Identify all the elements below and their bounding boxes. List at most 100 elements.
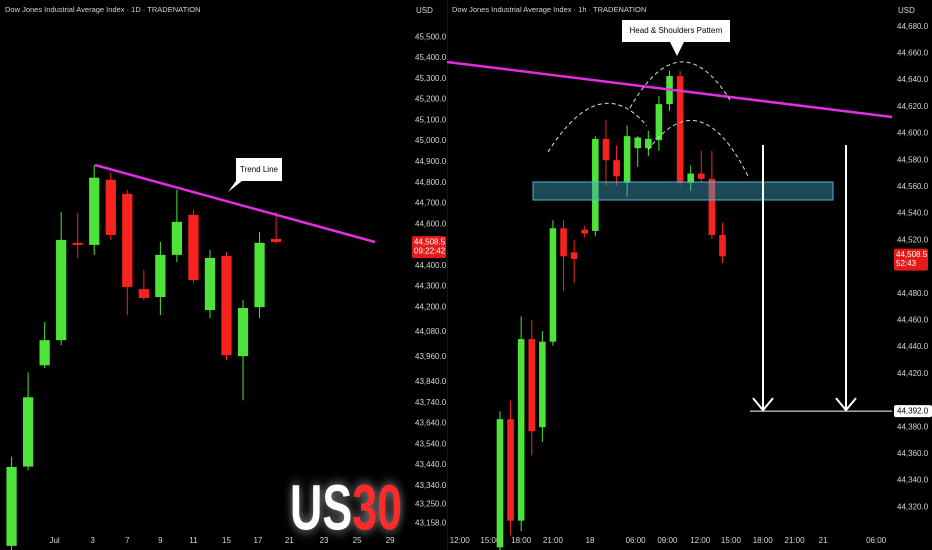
x-tick-label: 21:00: [785, 536, 806, 545]
candle-body: [188, 214, 199, 280]
x-tick-label: 18:00: [753, 536, 774, 545]
y-tick-label: 44,200.0: [415, 302, 447, 311]
price-box: [894, 248, 928, 271]
watermark-us: US: [290, 471, 352, 543]
candle-body: [496, 419, 504, 548]
chart-title: Dow Jones Industrial Average Index · 1h …: [452, 5, 646, 14]
y-tick-label: 44,700.0: [415, 199, 447, 208]
y-tick-label: 45,300.0: [415, 74, 447, 83]
candle-body: [254, 242, 265, 308]
candle-body: [560, 228, 567, 257]
x-tick-label: 21: [819, 536, 828, 545]
candle-body: [634, 137, 641, 149]
countdown: 09:22:42: [414, 246, 446, 255]
x-tick-label: 23: [320, 536, 329, 545]
resistance-zone: [532, 181, 834, 201]
watermark-30: 30: [352, 471, 402, 543]
x-tick-label: 29: [386, 536, 395, 545]
y-tick-label: 45,000.0: [415, 136, 447, 145]
y-tick-label: 44,420.0: [897, 369, 929, 378]
y-tick-label: 45,200.0: [415, 95, 447, 104]
x-tick-label: 06:00: [626, 536, 647, 545]
candle-body: [204, 257, 216, 311]
x-tick-label: 12:00: [450, 536, 471, 545]
chart-title: Dow Jones Industrial Average Index · 1D …: [5, 5, 201, 14]
y-tick-label: 43,960.0: [415, 352, 447, 361]
candle-body: [676, 76, 684, 183]
y-tick-label: 43,340.0: [415, 481, 447, 490]
x-tick-label: 15:00: [721, 536, 742, 545]
x-tick-label: 21: [285, 536, 294, 545]
candle-body: [645, 138, 652, 149]
y-tick-label: 44,340.0: [897, 476, 929, 485]
candle-body: [122, 193, 133, 288]
arrow-head: [835, 397, 857, 412]
trend-line: [94, 163, 376, 244]
candle-body: [549, 228, 557, 342]
x-tick-label: 11: [189, 536, 198, 545]
x-tick-label: 12:00: [690, 536, 711, 545]
pattern-arc: [547, 102, 648, 153]
countdown: 52:43: [896, 259, 917, 268]
y-tick-label: 44,360.0: [897, 449, 929, 458]
target-label: 44,392.0: [897, 406, 929, 415]
callout: [622, 20, 730, 56]
x-tick-label: 18:00: [511, 536, 532, 545]
y-tick-label: 44,800.0: [415, 178, 447, 187]
candle-body: [171, 221, 183, 255]
candle-body: [56, 239, 67, 341]
y-tick-label: 45,500.0: [415, 32, 447, 41]
x-tick-label: 9: [158, 536, 163, 545]
price-label: 44,508.5: [896, 250, 928, 259]
candle-body: [22, 397, 34, 467]
y-tick-label: 44,300.0: [415, 282, 447, 291]
annotation: Head & Shoulders Pattern: [630, 26, 723, 35]
y-tick-label: 43,840.0: [415, 377, 447, 386]
y-tick-label: 43,250.0: [415, 499, 447, 508]
candle-body: [698, 173, 705, 179]
x-tick-label: Jul: [49, 536, 59, 545]
y-tick-label: 44,520.0: [897, 235, 929, 244]
x-tick-label: 18: [586, 536, 595, 545]
candle-body: [517, 339, 525, 521]
price-axis: [892, 0, 932, 550]
candle-body: [72, 242, 83, 245]
target-box: [894, 405, 932, 418]
arrow-head: [752, 397, 774, 412]
y-tick-label: 44,480.0: [897, 289, 929, 298]
y-tick-label: 45,100.0: [415, 115, 447, 124]
candle-body: [581, 229, 589, 234]
y-tick-label: 43,740.0: [415, 398, 447, 407]
pattern-arc: [647, 120, 749, 177]
candle-body: [623, 136, 631, 183]
candle-body: [221, 255, 232, 356]
candle-body: [570, 252, 578, 259]
annotation: Trend Line: [240, 165, 279, 174]
candle-body: [528, 339, 536, 432]
y-tick-label: 44,460.0: [897, 315, 929, 324]
y-tick-label: 44,380.0: [897, 422, 929, 431]
x-tick-label: 3: [90, 536, 95, 545]
candle-body: [507, 419, 514, 521]
y-tick-label: 43,440.0: [415, 460, 447, 469]
y-tick-label: 44,440.0: [897, 342, 929, 351]
currency: USD: [898, 6, 915, 15]
y-tick-label: 43,640.0: [415, 419, 447, 428]
neckline: [446, 60, 893, 119]
candle-body: [105, 179, 116, 235]
candle-body: [592, 138, 599, 231]
price-box: [412, 236, 446, 259]
y-tick-label: 43,540.0: [415, 439, 447, 448]
x-tick-label: 15: [222, 536, 231, 545]
candle-body: [539, 341, 546, 428]
candle-body: [155, 254, 166, 297]
candle-body: [613, 160, 620, 177]
x-tick-label: 06:00: [866, 536, 887, 545]
currency: USD: [416, 6, 433, 15]
y-tick-label: 44,600.0: [897, 129, 929, 138]
watermark: US30: [290, 471, 402, 543]
x-tick-label: 15:00: [480, 536, 501, 545]
y-tick-label: 44,900.0: [415, 157, 447, 166]
candle-body: [708, 178, 716, 235]
